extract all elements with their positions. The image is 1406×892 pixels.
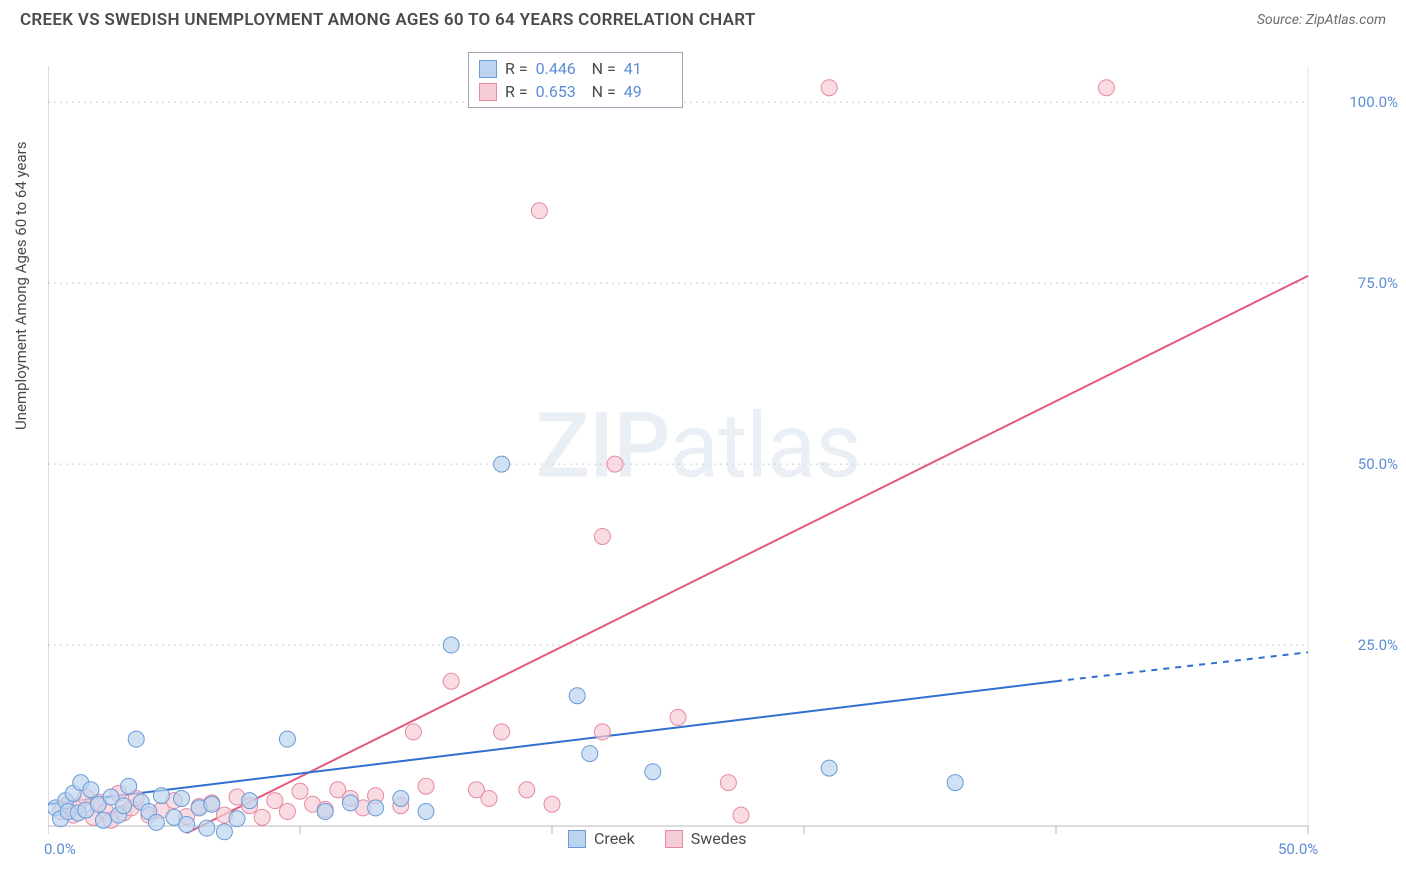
y-axis-label: Unemployment Among Ages 60 to 64 years [12,142,30,430]
n-label: N = [592,59,616,78]
y-tick-label: 25.0% [1358,636,1398,654]
x-tick-label: 0.0% [44,840,76,858]
creek-r-value: 0.446 [536,59,584,78]
r-label: R = [505,82,528,101]
creek-series-label: Creek [594,829,635,848]
legend-row-swedes: R = 0.653 N = 49 [479,80,672,103]
x-tick-label: 50.0% [1278,840,1318,858]
swedes-swatch-icon [665,830,683,848]
legend-item-swedes: Swedes [665,829,747,848]
swedes-series-label: Swedes [691,829,747,848]
y-tick-label: 75.0% [1358,274,1398,292]
r-label: R = [505,59,528,78]
y-tick-label: 50.0% [1358,455,1398,473]
chart-area: ZIPatlas 25.0%50.0%75.0%100.0% 0.0%50.0%… [48,46,1348,846]
legend-item-creek: Creek [568,829,635,848]
n-label: N = [592,82,616,101]
creek-swatch-icon [479,60,497,78]
legend-row-creek: R = 0.446 N = 41 [479,57,672,80]
chart-title: CREEK VS SWEDISH UNEMPLOYMENT AMONG AGES… [20,10,756,30]
swedes-r-value: 0.653 [536,82,584,101]
creek-swatch-icon [568,830,586,848]
correlation-legend: R = 0.446 N = 41 R = 0.653 N = 49 [468,52,683,108]
swedes-n-value: 49 [624,82,672,101]
y-tick-label: 100.0% [1349,93,1398,111]
creek-n-value: 41 [624,59,672,78]
series-legend: Creek Swedes [568,829,747,848]
source-attribution: Source: ZipAtlas.com [1257,12,1386,28]
scatter-plot [48,46,1348,846]
swedes-swatch-icon [479,83,497,101]
